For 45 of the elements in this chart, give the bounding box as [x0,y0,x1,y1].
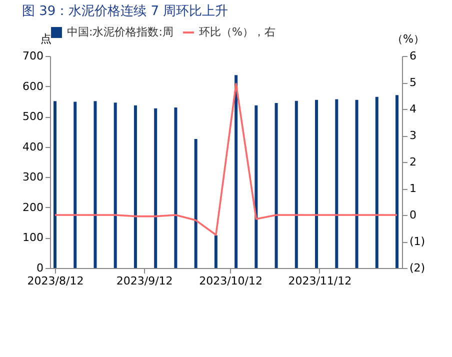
bar [154,108,158,268]
bar [54,101,56,268]
bar [274,102,278,268]
bar [315,100,318,268]
x-tick-label: 2023/11/12 [288,274,352,288]
x-tick-label: 2023/10/12 [199,274,263,288]
y-tick-label: 300 [22,170,44,184]
y2-tick-label: 5 [410,76,416,89]
y-tick-label: 0 [36,262,44,274]
y2-tick-label: 6 [410,50,416,62]
y2-tick-label: 0 [410,208,416,222]
bar [396,95,398,268]
chart-title: 图 39：水泥价格连续 7 周环比上升 [22,4,228,19]
y2-tick-label: 3 [410,129,416,142]
bar [214,235,218,268]
bar [254,105,258,268]
y-tick-label: 200 [22,200,44,214]
bar [335,99,338,268]
bar [355,100,358,268]
y-tick-label: 400 [22,140,44,154]
y-axis-title: 点 [40,32,52,46]
bar [194,138,198,268]
y2-tick-label: (2) [410,262,426,274]
y-tick-label: 500 [22,110,44,124]
y-tick-label: 100 [22,231,44,244]
legend-label: 中国:水泥价格指数:周 [67,26,174,38]
bar [234,75,238,268]
y2-axis-title: （%） [392,32,424,46]
bar [174,107,178,268]
y-tick-label: 600 [22,80,44,93]
x-tick-label: 2023/8/12 [27,274,84,288]
y2-tick-label: 1 [410,182,416,195]
legend-label: 环比（%），右 [199,26,276,38]
y2-tick-label: (1) [410,235,426,248]
bar [74,102,77,268]
bar [134,105,137,268]
bar [294,100,298,268]
y2-tick-label: 2 [410,156,416,168]
y2-tick-label: 4 [410,102,416,116]
bar [114,102,117,268]
line-series [54,82,398,236]
bar [375,96,378,268]
y-tick-label: 700 [22,50,44,62]
bar [94,101,97,268]
x-tick-label: 2023/9/12 [116,274,173,288]
